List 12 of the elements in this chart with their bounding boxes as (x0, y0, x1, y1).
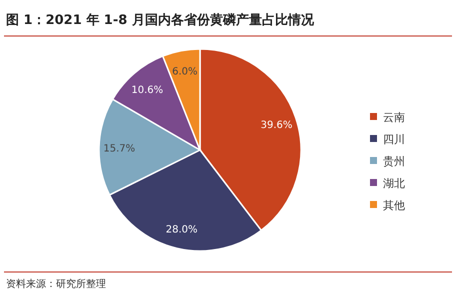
legend-label: 云南 (383, 111, 405, 124)
data-label: 39.6% (260, 120, 292, 132)
chart-title: 图 1：2021 年 1-8 月国内各省份黄磷产量占比情况 (6, 12, 315, 28)
legend-label: 湖北 (383, 177, 405, 190)
text: 资料来源：研究所整理 (6, 278, 106, 290)
data-label: 6.0% (172, 66, 198, 78)
legend-label: 其他 (383, 199, 405, 212)
data-label: 10.6% (131, 84, 164, 96)
legend-label: 四川 (383, 133, 405, 146)
data-label: 28.0% (166, 224, 198, 236)
legend-label: 贵州 (383, 155, 405, 168)
data-label: 15.7% (103, 143, 136, 154)
